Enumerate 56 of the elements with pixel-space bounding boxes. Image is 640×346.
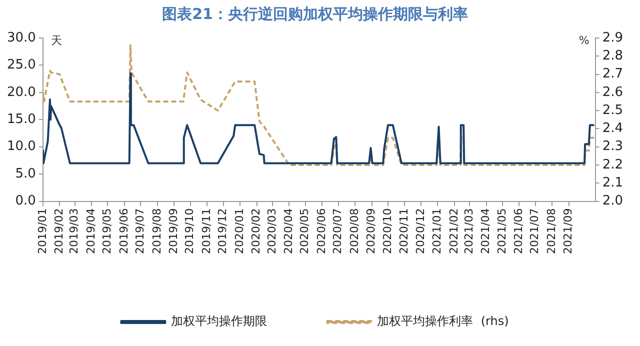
y-tick-label: 30.0	[6, 30, 36, 46]
y2-tick-label: 2.7	[602, 66, 624, 82]
x-tick-label: 2021/02	[447, 208, 460, 254]
x-tick-label: 2019/09	[167, 208, 180, 254]
x-tick-label: 2021/05	[495, 208, 508, 254]
y-tick-label: 0.0	[15, 194, 36, 209]
x-tick-label: 2021/08	[544, 208, 558, 254]
x-tick-label: 2019/04	[84, 208, 98, 254]
y2-tick-label: 2.1	[602, 176, 624, 191]
legend-label: 加权平均操作期限	[171, 314, 268, 328]
y2-tick-label: 2.9	[602, 30, 624, 46]
x-tick-label: 2020/07	[331, 208, 344, 254]
x-tick-label: 2020/04	[282, 208, 296, 254]
x-tick-label: 2019/03	[68, 208, 81, 254]
x-tick-label: 2020/06	[314, 208, 328, 254]
x-tick-label: 2019/01	[36, 208, 49, 254]
y2-tick-label: 2.4	[602, 121, 624, 136]
x-tick-label: 2020/11	[398, 208, 411, 254]
x-tick-label: 2019/12	[216, 208, 230, 254]
x-tick-label: 2021/03	[462, 208, 476, 254]
y2-tick-label: 2.2	[602, 157, 624, 172]
x-tick-label: 2019/11	[200, 208, 213, 254]
x-tick-label: 2021/04	[479, 208, 492, 254]
x-tick-label: 2019/08	[150, 208, 164, 254]
x-tick-label: 2020/12	[414, 208, 427, 254]
y2-tick-label: 2.8	[602, 48, 624, 64]
chart-title: 图表21：央行逆回购加权平均操作期限与利率	[162, 4, 468, 23]
y-tick-label: 5.0	[15, 166, 36, 182]
legend-label: 加权平均操作利率 (rhs)	[377, 314, 509, 328]
x-tick-label: 2020/09	[364, 208, 378, 254]
y-tick-label: 10.0	[6, 139, 36, 154]
y2-tick-label: 2.5	[602, 102, 624, 118]
y-axis-title: 天	[50, 34, 62, 47]
x-tick-label: 2019/05	[100, 208, 114, 254]
line-series	[42, 44, 596, 166]
x-tick-label: 2021/01	[430, 208, 444, 254]
y2-tick-label: 2.6	[602, 84, 624, 100]
x-tick-label: 2020/10	[380, 208, 394, 254]
y-tick-label: 15.0	[6, 112, 36, 128]
x-tick-label: 2021/06	[512, 208, 526, 254]
y2-axis-title: %	[578, 34, 590, 47]
x-tick-label: 2019/07	[134, 208, 147, 254]
y2-tick-label: 2.0	[602, 194, 624, 209]
x-tick-label: 2020/03	[265, 208, 278, 254]
x-tick-label: 2020/05	[298, 208, 312, 254]
y-tick-label: 20.0	[6, 84, 36, 100]
x-tick-label: 2021/07	[528, 208, 542, 254]
x-tick-label: 2020/08	[348, 208, 361, 254]
x-tick-label: 2020/02	[250, 208, 263, 254]
x-tick-label: 2019/10	[183, 208, 196, 254]
x-tick-label: 2019/02	[52, 208, 66, 254]
x-tick-label: 2020/01	[232, 208, 246, 254]
x-tick-label: 2019/06	[117, 208, 130, 254]
y-tick-label: 25.0	[6, 58, 36, 73]
y2-tick-label: 2.3	[602, 139, 624, 154]
x-tick-label: 2021/09	[562, 208, 575, 254]
